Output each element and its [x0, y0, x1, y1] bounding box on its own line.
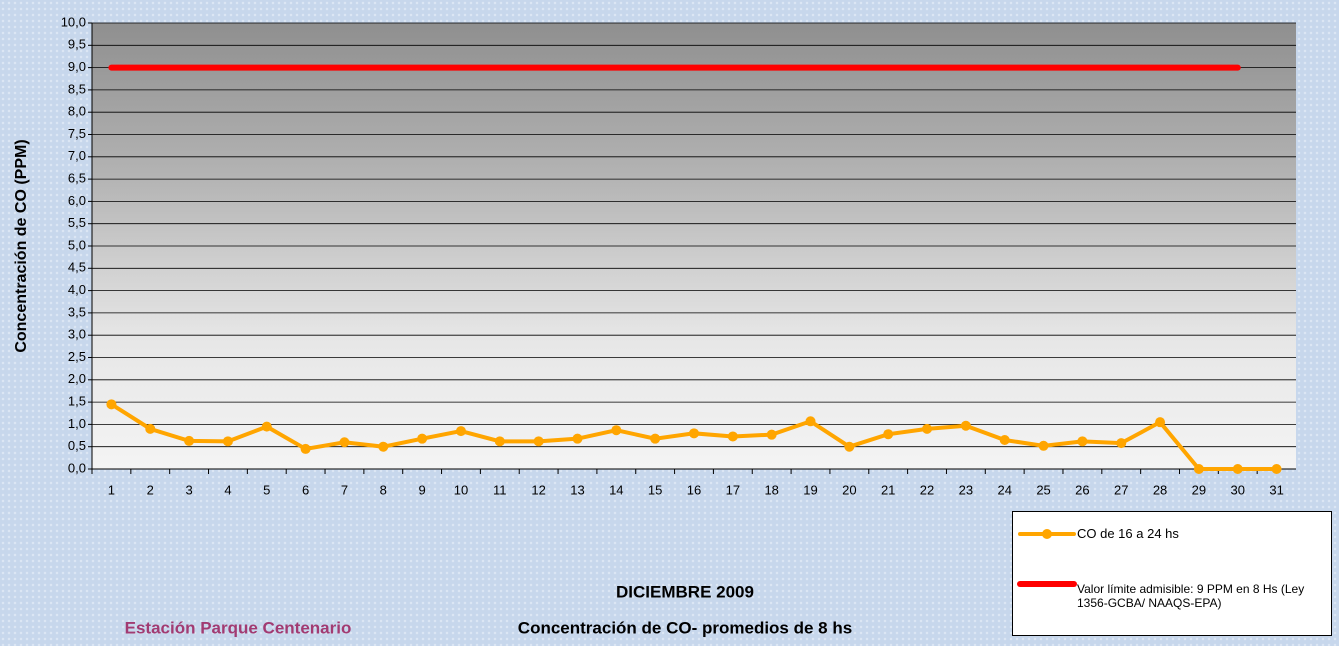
legend-item: CO de 16 a 24 hs [1017, 524, 1322, 544]
data-point [223, 436, 233, 446]
x-tick-label: 20 [842, 482, 856, 497]
x-tick-label: 21 [881, 482, 895, 497]
y-tick-label: 7,0 [68, 148, 86, 163]
x-tick-label: 27 [1114, 482, 1128, 497]
data-point [883, 429, 893, 439]
data-point [1000, 435, 1010, 445]
data-point [339, 437, 349, 447]
data-point [1272, 464, 1282, 474]
y-tick-label: 4,0 [68, 282, 86, 297]
data-point [1077, 436, 1087, 446]
y-tick-label: 3,5 [68, 304, 86, 319]
chart-title: DICIEMBRE 2009 [616, 582, 754, 601]
data-point [572, 434, 582, 444]
legend-label: CO de 16 a 24 hs [1077, 524, 1322, 541]
x-tick-label: 24 [997, 482, 1011, 497]
x-tick-label: 30 [1231, 482, 1245, 497]
x-tick-label: 2 [147, 482, 154, 497]
x-tick-label: 5 [263, 482, 270, 497]
y-tick-label: 0,0 [68, 460, 86, 475]
data-point [728, 431, 738, 441]
data-point [1116, 438, 1126, 448]
x-tick-label: 25 [1036, 482, 1050, 497]
y-tick-label: 9,5 [68, 37, 86, 52]
data-point [301, 444, 311, 454]
data-point [689, 428, 699, 438]
data-point [106, 399, 116, 409]
data-point [922, 424, 932, 434]
x-tick-label: 7 [341, 482, 348, 497]
x-tick-label: 13 [570, 482, 584, 497]
data-point [767, 430, 777, 440]
y-axis-label: Concentración de CO (PPM) [13, 139, 30, 352]
y-tick-label: 2,0 [68, 371, 86, 386]
y-tick-label: 6,0 [68, 193, 86, 208]
y-tick-label: 0,5 [68, 438, 86, 453]
data-point [961, 421, 971, 431]
data-point [1194, 464, 1204, 474]
y-tick-label: 7,5 [68, 126, 86, 141]
x-tick-label: 8 [380, 482, 387, 497]
data-point [806, 416, 816, 426]
x-tick-label: 26 [1075, 482, 1089, 497]
y-tick-label: 8,0 [68, 104, 86, 119]
x-tick-label: 31 [1269, 482, 1283, 497]
x-tick-label: 1 [108, 482, 115, 497]
data-point [184, 436, 194, 446]
x-tick-label: 4 [224, 482, 231, 497]
x-tick-label: 11 [493, 482, 507, 497]
data-point [495, 436, 505, 446]
data-point [534, 436, 544, 446]
y-tick-label: 3,0 [68, 327, 86, 342]
y-tick-label: 4,5 [68, 260, 86, 275]
y-tick-label: 5,0 [68, 237, 86, 252]
data-point [417, 434, 427, 444]
chart-subtitle: Concentración de CO- promedios de 8 hs [518, 618, 852, 637]
y-tick-label: 10,0 [61, 14, 86, 29]
x-tick-label: 12 [531, 482, 545, 497]
data-point [456, 426, 466, 436]
legend-marker [1042, 529, 1052, 539]
page: Concentración de CO (PPM) DICIEMBRE 2009… [0, 0, 1339, 646]
y-tick-label: 9,0 [68, 59, 86, 74]
x-tick-label: 22 [920, 482, 934, 497]
y-tick-label: 2,5 [68, 349, 86, 364]
x-tick-label: 9 [419, 482, 426, 497]
data-point [378, 442, 388, 452]
legend-item: Valor límite admisible: 9 PPM en 8 Hs (L… [1017, 574, 1322, 610]
y-tick-label: 6,5 [68, 171, 86, 186]
y-tick-label: 5,5 [68, 215, 86, 230]
legend-swatch [1017, 524, 1077, 544]
x-tick-label: 14 [609, 482, 623, 497]
station-label: Estación Parque Centenario [125, 618, 352, 637]
x-tick-label: 19 [803, 482, 817, 497]
data-point [1155, 417, 1165, 427]
legend: CO de 16 a 24 hs Valor límite admisible: … [1012, 511, 1332, 636]
data-point [145, 424, 155, 434]
x-tick-label: 28 [1153, 482, 1167, 497]
x-tick-label: 15 [648, 482, 662, 497]
x-tick-label: 16 [687, 482, 701, 497]
x-tick-label: 10 [454, 482, 468, 497]
x-tick-label: 3 [185, 482, 192, 497]
data-point [844, 442, 854, 452]
y-tick-label: 8,5 [68, 81, 86, 96]
legend-label: Valor límite admisible: 9 PPM en 8 Hs (L… [1077, 574, 1322, 610]
data-point [611, 425, 621, 435]
x-tick-label: 29 [1192, 482, 1206, 497]
x-tick-label: 23 [959, 482, 973, 497]
legend-swatch [1017, 574, 1077, 594]
x-tick-label: 18 [764, 482, 778, 497]
x-tick-label: 17 [726, 482, 740, 497]
data-point [1039, 441, 1049, 451]
data-point [1233, 464, 1243, 474]
data-point [650, 434, 660, 444]
y-tick-label: 1,5 [68, 394, 86, 409]
x-tick-label: 6 [302, 482, 309, 497]
y-tick-label: 1,0 [68, 416, 86, 431]
data-point [262, 422, 272, 432]
